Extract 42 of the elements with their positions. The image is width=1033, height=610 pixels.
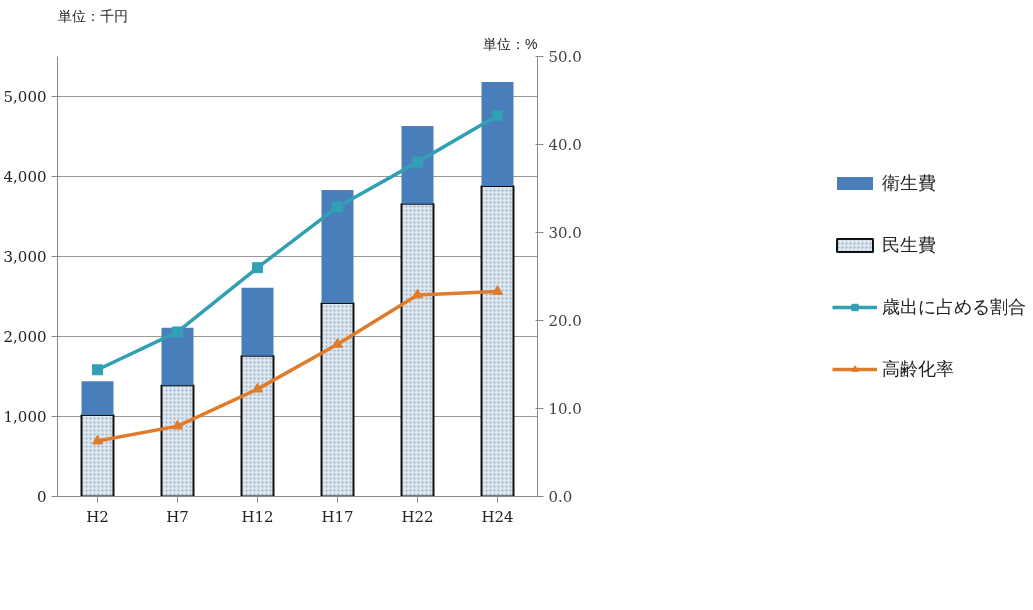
bar <box>481 82 514 187</box>
x-tick-label: H22 <box>401 507 434 526</box>
y2-tick-label: 10.0 <box>548 400 582 418</box>
y-tick-label: 0 <box>36 488 47 506</box>
y-tick-label: 1,000 <box>3 408 47 426</box>
x-tick-label: H24 <box>481 507 514 526</box>
bar <box>321 190 354 303</box>
bar <box>401 126 434 204</box>
y-tick-label: 2,000 <box>3 328 47 346</box>
legend-label: 民生費 <box>881 234 936 257</box>
y2-tick-label: 40.0 <box>548 136 582 154</box>
point <box>492 285 503 295</box>
y2-tick-label: 20.0 <box>548 312 582 330</box>
point <box>332 201 343 213</box>
x-tick-label: H12 <box>241 507 274 526</box>
y-tick-label: 5,000 <box>3 88 47 106</box>
point <box>172 419 183 430</box>
point <box>492 109 503 121</box>
legend-label: 衛生費 <box>881 172 936 195</box>
y-axis-title: 単位：千円 <box>57 7 128 24</box>
y2-tick-label: 50.0 <box>548 48 582 66</box>
point <box>92 364 103 376</box>
legend-label: 歳出に占める割合 <box>881 296 1026 319</box>
point <box>412 156 423 168</box>
y2-axis-title: 単位：% <box>483 35 538 52</box>
bar <box>81 381 114 415</box>
point <box>332 337 343 348</box>
point <box>252 382 263 393</box>
y2-tick-label: 30.0 <box>548 224 582 242</box>
point <box>92 434 103 445</box>
x-tick-label: H2 <box>86 507 109 526</box>
bar <box>241 287 274 356</box>
point <box>172 326 183 338</box>
y2-tick-label: 0.0 <box>548 488 573 506</box>
point <box>252 262 263 274</box>
x-tick-label: H17 <box>321 507 354 526</box>
y-tick-label: 4,000 <box>3 168 47 186</box>
x-tick-label: H7 <box>166 507 189 526</box>
y-tick-label: 3,000 <box>3 248 47 266</box>
legend-label: 高齢化率 <box>881 358 954 381</box>
bar <box>161 327 194 386</box>
point <box>412 288 423 299</box>
